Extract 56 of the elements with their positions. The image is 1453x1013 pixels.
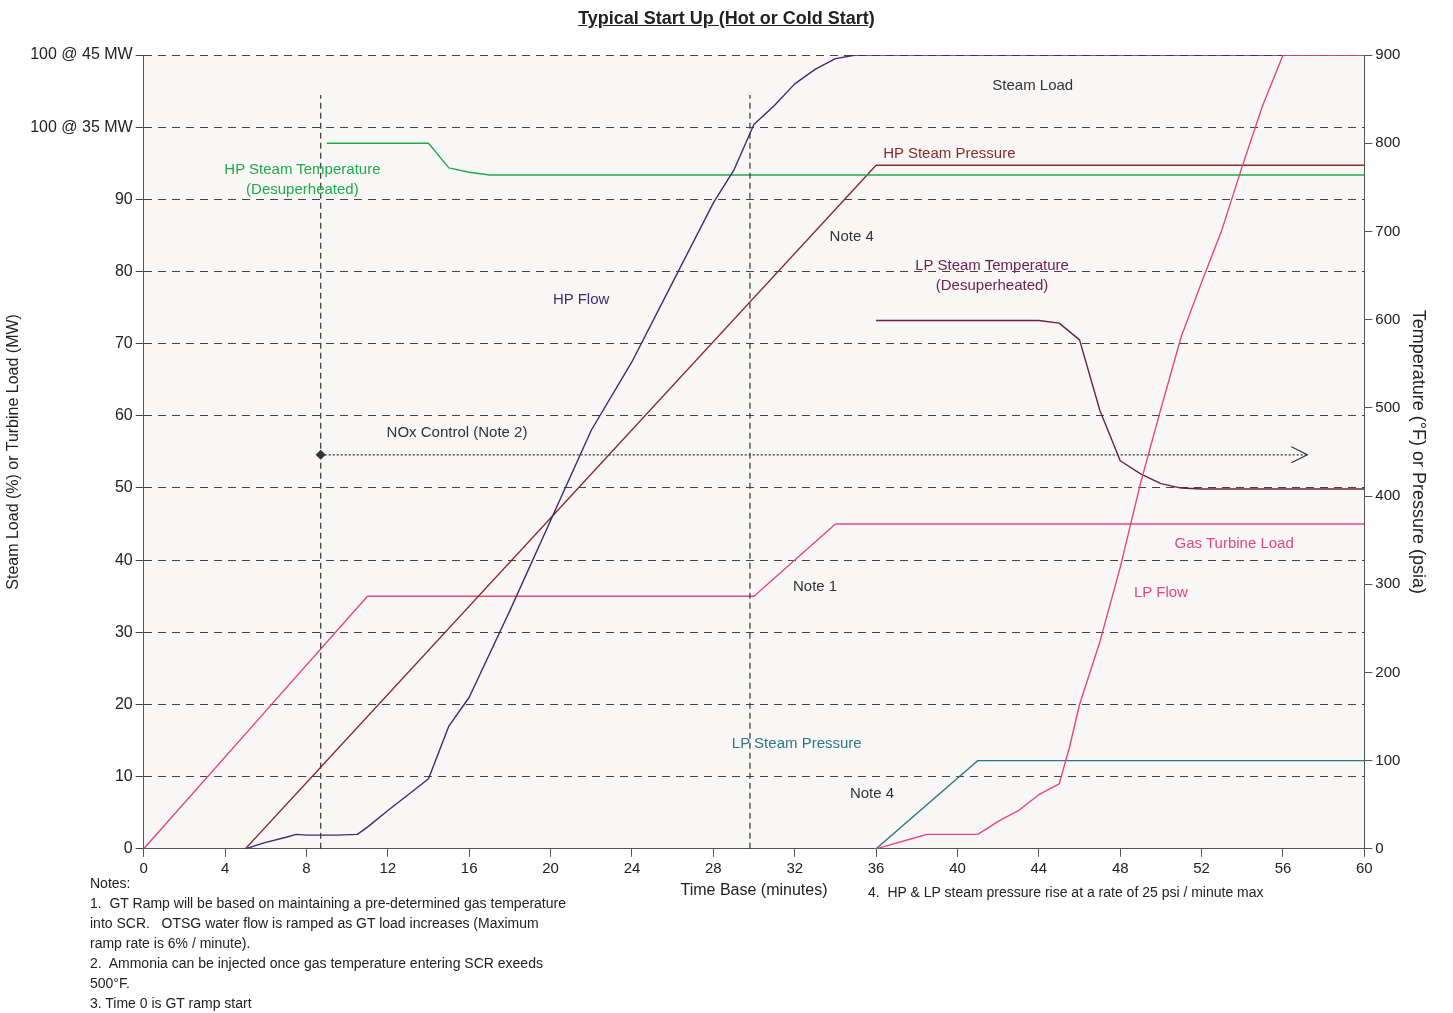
annotation: Note 4 [829, 226, 874, 244]
y-tick-label: 50 [114, 478, 133, 496]
x-tick-label: 32 [786, 858, 804, 876]
x-tick-label: 28 [705, 858, 722, 876]
x-tick-label: 44 [1030, 858, 1048, 876]
x-tick-label: 4 [220, 858, 230, 876]
y-axis-title: Steam Load (%) or Turbine Load (MW) [4, 314, 22, 590]
annotation: Steam Load [992, 76, 1074, 94]
y2-tick-label: 800 [1375, 133, 1401, 151]
chart-title: Typical Start Up (Hot or Cold Start) [577, 8, 876, 29]
text: LP Steam Pressure [731, 734, 862, 752]
y-tick-label: 70 [114, 334, 133, 352]
y-tick-label: 100 @ 45 MW [30, 45, 134, 63]
x-tick-label: 48 [1111, 858, 1129, 876]
text: Notes: 1. GT Ramp will be based on maintaining a pre-determined gas temperature into SCR. OTSG water flow is ramped as GT load increases (Maximum ramp rate is 6% / minute). 2. Ammonia can be injected once gas temperature entering SCR exeeds 500°F. 3. Time 0 is GT ramp start [90, 875, 566, 1011]
x-tick-label: 36 [867, 858, 885, 876]
x-tick-label: 60 [1356, 858, 1373, 876]
x-tick-label: 8 [302, 858, 311, 876]
x-tick-label: 12 [379, 858, 397, 876]
series-label: HP Steam Temperature (Desuperheated) [224, 159, 381, 197]
y2-tick-label: 300 [1375, 574, 1401, 592]
x-axis-title: Time Base (minutes) [680, 880, 828, 898]
x-tick-label: 16 [460, 858, 478, 876]
y2-tick-label: 400 [1375, 486, 1401, 504]
y-tick-label: 80 [114, 261, 133, 279]
y2-tick-label: 600 [1375, 309, 1401, 327]
x-tick-label: 24 [623, 858, 641, 876]
y-tick-label: 40 [114, 550, 133, 568]
x-tick-label: 0 [139, 858, 148, 876]
x-tick-label: 20 [542, 858, 559, 876]
y2-tick-label: 700 [1375, 221, 1401, 239]
text: HP Flow [552, 289, 610, 307]
text: 4. HP & LP steam pressure rise at a rate of 25 psi / minute max [868, 883, 1264, 902]
y2-tick-label: 900 [1375, 45, 1401, 63]
y2-tick-label: 500 [1375, 397, 1401, 415]
series-label: LP Steam Temperature (Desuperheated) [915, 255, 1069, 293]
y-tick-label: 10 [114, 767, 133, 785]
annotation: NOx Control (Note 2) [386, 422, 528, 440]
y-tick-label: 0 [123, 839, 133, 857]
y-tick-label: 90 [114, 189, 133, 207]
series-label: LP Flow [1133, 583, 1189, 601]
x-tick-label: 40 [949, 858, 966, 876]
series-label: HP Steam Pressure [883, 144, 1016, 161]
x-tick-label: 52 [1193, 858, 1210, 876]
y-tick-label: 60 [114, 406, 133, 424]
series-label: Gas Turbine Load [1174, 533, 1294, 551]
y-tick-label: 30 [114, 622, 133, 640]
x-tick-label: 56 [1274, 858, 1292, 876]
y2-tick-label: 0 [1375, 838, 1384, 856]
y-tick-label: 100 @ 35 MW [30, 117, 134, 135]
y2-axis-title: Temperature (°F) or Pressure (psia) [1409, 309, 1430, 595]
annotation: Note 4 [849, 784, 895, 802]
y2-tick-label: 200 [1375, 662, 1401, 680]
annotation: Note 1 [792, 576, 838, 594]
y-tick-label: 20 [114, 694, 133, 712]
y2-tick-label: 100 [1375, 750, 1401, 768]
